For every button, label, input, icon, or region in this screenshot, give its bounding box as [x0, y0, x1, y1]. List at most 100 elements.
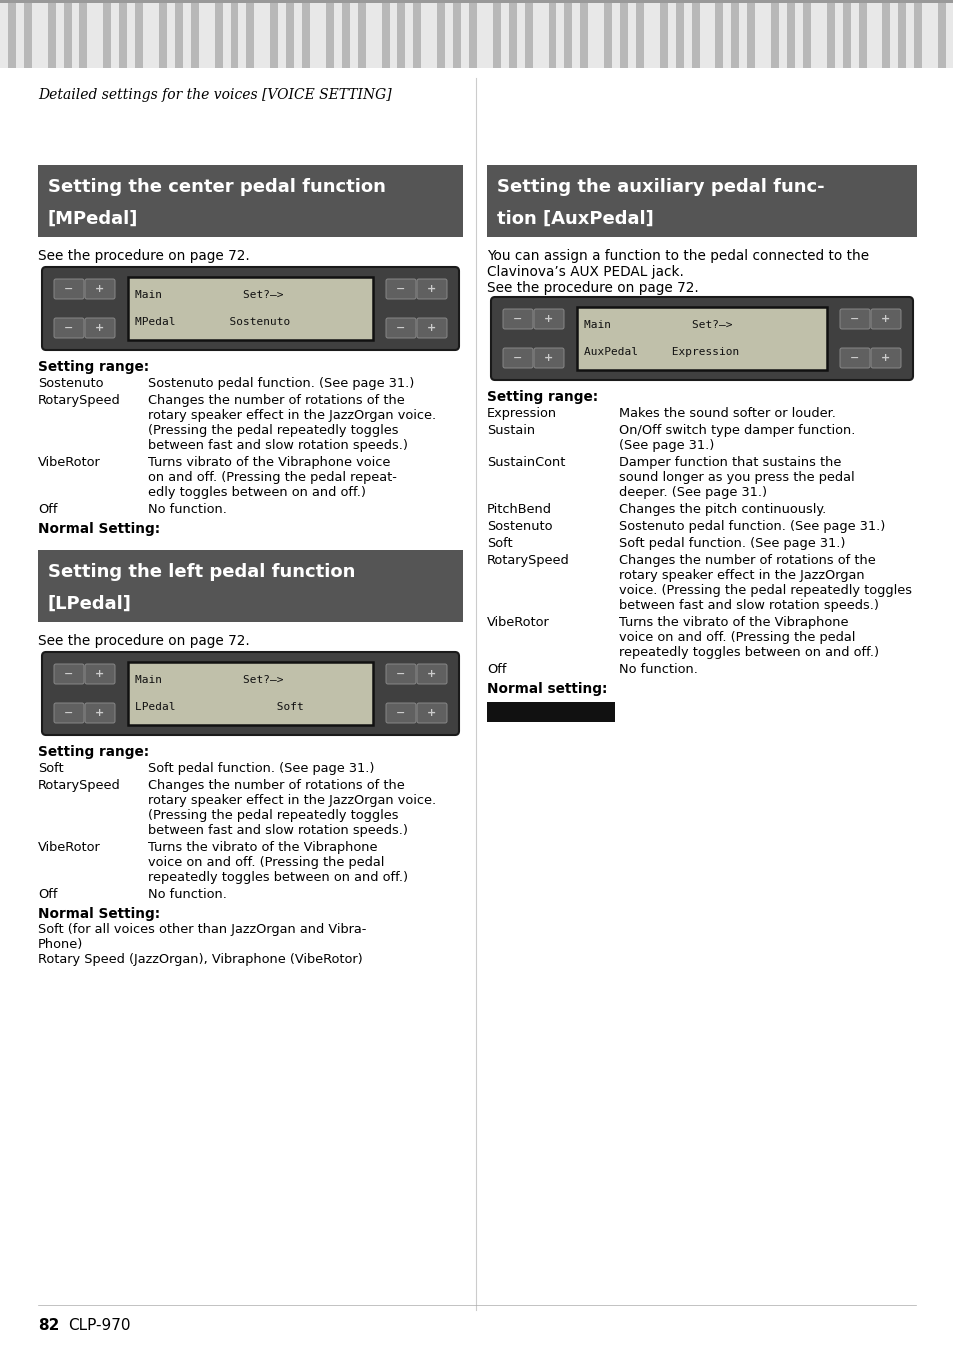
FancyBboxPatch shape	[870, 349, 900, 367]
FancyBboxPatch shape	[386, 280, 416, 299]
Bar	[937, 0, 945, 68]
Text: −: −	[849, 353, 859, 363]
Bar	[38, 165, 462, 236]
Bar	[254, 0, 263, 68]
Bar	[16, 0, 25, 68]
Bar	[413, 0, 421, 68]
Text: −: −	[64, 708, 73, 717]
Bar	[572, 0, 580, 68]
Bar	[659, 0, 668, 68]
Text: Makes the sound softer or louder.: Makes the sound softer or louder.	[618, 407, 835, 420]
Text: Sostenuto pedal function. (See page 31.): Sostenuto pedal function. (See page 31.)	[148, 377, 414, 390]
Text: Clavinova’s AUX PEDAL jack.: Clavinova’s AUX PEDAL jack.	[486, 265, 683, 280]
Bar	[198, 0, 207, 68]
Bar	[191, 0, 199, 68]
Text: RotarySpeed: RotarySpeed	[486, 554, 569, 567]
FancyBboxPatch shape	[386, 663, 416, 684]
Text: deeper. (See page 31.): deeper. (See page 31.)	[618, 486, 766, 499]
Bar	[874, 0, 882, 68]
Bar	[103, 0, 112, 68]
Text: between fast and slow rotation speeds.): between fast and slow rotation speeds.)	[618, 598, 878, 612]
Bar	[79, 0, 88, 68]
Bar	[493, 0, 501, 68]
Text: −: −	[64, 669, 73, 680]
FancyBboxPatch shape	[416, 280, 447, 299]
FancyBboxPatch shape	[502, 349, 533, 367]
FancyBboxPatch shape	[85, 280, 115, 299]
Text: No function.: No function.	[618, 663, 698, 676]
Text: +: +	[95, 323, 105, 332]
Bar	[612, 0, 620, 68]
Bar	[135, 0, 144, 68]
Bar	[913, 0, 922, 68]
Bar	[810, 0, 819, 68]
Bar	[905, 0, 914, 68]
Bar	[128, 277, 373, 340]
Text: repeatedly toggles between on and off.): repeatedly toggles between on and off.)	[148, 871, 408, 884]
Bar	[302, 0, 311, 68]
Text: VibeRotor: VibeRotor	[38, 842, 101, 854]
Text: Turns vibrato of the Vibraphone voice: Turns vibrato of the Vibraphone voice	[148, 457, 390, 469]
FancyBboxPatch shape	[491, 297, 912, 380]
Text: You can assign a function to the pedal connected to the: You can assign a function to the pedal c…	[486, 249, 868, 263]
Bar	[421, 0, 430, 68]
Bar	[722, 0, 731, 68]
Bar	[151, 0, 159, 68]
Bar	[381, 0, 390, 68]
Text: Phone): Phone)	[38, 938, 83, 951]
Bar	[294, 0, 302, 68]
Bar	[183, 0, 192, 68]
Bar	[651, 0, 659, 68]
Text: See the procedure on page 72.: See the procedure on page 72.	[38, 249, 250, 263]
Text: +: +	[544, 313, 553, 324]
Text: between fast and slow rotation speeds.): between fast and slow rotation speeds.)	[148, 824, 408, 838]
Text: RotarySpeed: RotarySpeed	[38, 780, 121, 792]
Bar	[707, 0, 716, 68]
FancyBboxPatch shape	[502, 309, 533, 330]
Text: (Pressing the pedal repeatedly toggles: (Pressing the pedal repeatedly toggles	[148, 809, 398, 821]
Text: Changes the number of rotations of the: Changes the number of rotations of the	[618, 554, 875, 567]
Text: [LPedal]: [LPedal]	[48, 594, 132, 613]
Text: Turns the vibrato of the Vibraphone: Turns the vibrato of the Vibraphone	[148, 842, 377, 854]
FancyBboxPatch shape	[85, 663, 115, 684]
Bar	[683, 0, 692, 68]
Text: +: +	[427, 323, 436, 332]
FancyBboxPatch shape	[870, 309, 900, 330]
Text: SustainCont: SustainCont	[486, 457, 565, 469]
Bar	[397, 0, 406, 68]
Bar	[675, 0, 683, 68]
Text: Main            Set?—>: Main Set?—>	[583, 320, 732, 330]
FancyBboxPatch shape	[54, 317, 84, 338]
Text: Soft: Soft	[486, 536, 512, 550]
Text: Setting the auxiliary pedal func-: Setting the auxiliary pedal func-	[497, 177, 823, 196]
Bar	[159, 0, 168, 68]
Bar	[405, 0, 414, 68]
Text: Main            Set?—>: Main Set?—>	[135, 674, 283, 685]
Bar	[326, 0, 335, 68]
Text: Setting range:: Setting range:	[38, 744, 149, 759]
Text: On/Off switch type damper function.: On/Off switch type damper function.	[618, 424, 855, 436]
Bar	[826, 0, 835, 68]
Text: +: +	[544, 353, 553, 363]
Bar	[556, 0, 564, 68]
Bar	[55, 0, 64, 68]
Bar	[278, 0, 287, 68]
Bar	[460, 0, 469, 68]
Bar	[436, 0, 445, 68]
Bar	[317, 0, 326, 68]
FancyBboxPatch shape	[416, 663, 447, 684]
Bar	[167, 0, 175, 68]
Text: No function.: No function.	[148, 888, 227, 901]
Bar	[715, 0, 723, 68]
Text: CLP-970: CLP-970	[68, 1319, 131, 1333]
Text: Changes the number of rotations of the: Changes the number of rotations of the	[148, 394, 404, 407]
Bar	[699, 0, 707, 68]
Bar	[0, 0, 953, 3]
Text: (See page 31.): (See page 31.)	[618, 439, 714, 453]
FancyBboxPatch shape	[840, 349, 869, 367]
Bar	[8, 0, 16, 68]
Text: Soft (for all voices other than JazzOrgan and Vibra-: Soft (for all voices other than JazzOrga…	[38, 923, 366, 936]
Bar	[469, 0, 477, 68]
Text: Off: Off	[486, 663, 506, 676]
Bar	[667, 0, 676, 68]
